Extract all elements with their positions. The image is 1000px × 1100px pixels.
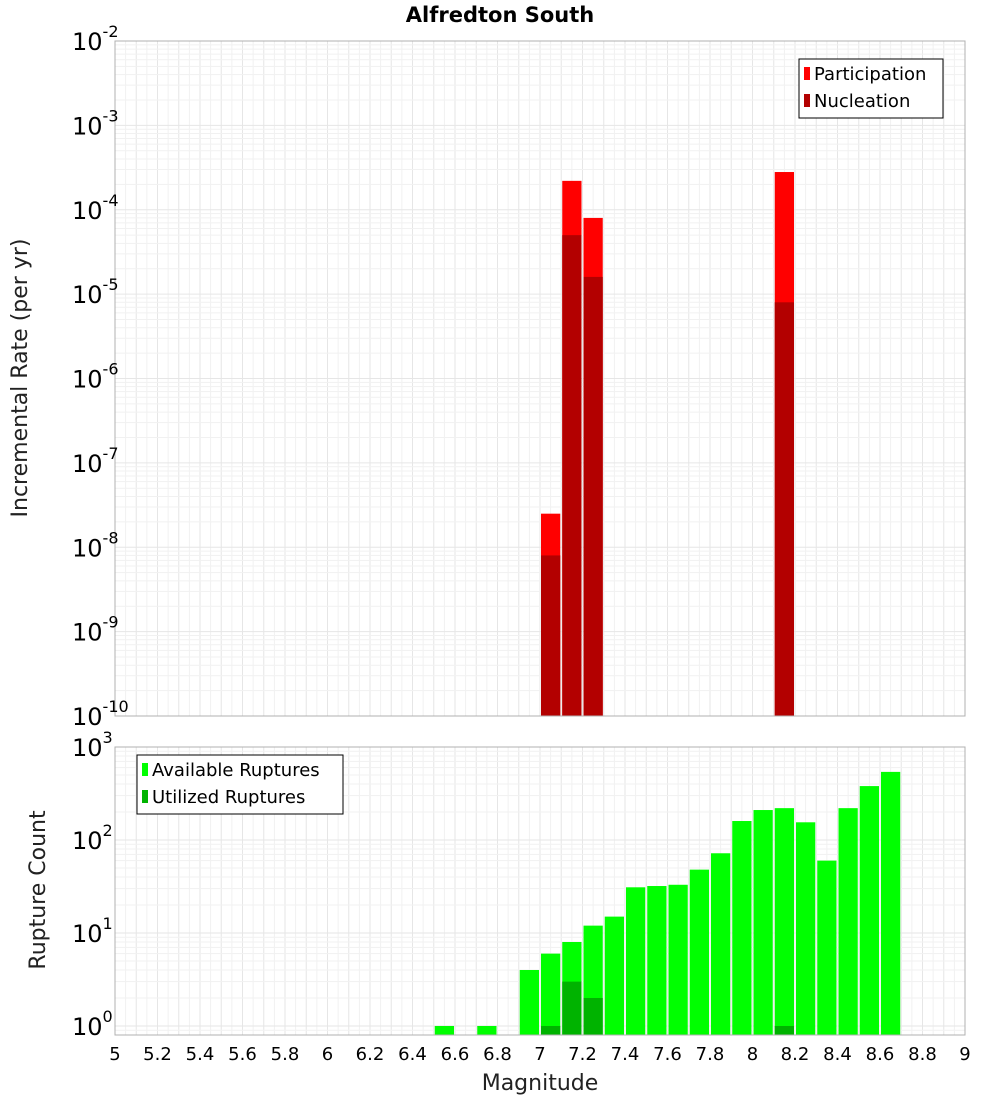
x-tick-label: 6.2 (356, 1044, 385, 1065)
y-tick-label: 10-9 (72, 613, 119, 647)
legend-label: Participation (814, 64, 926, 85)
bar-available-ruptures (838, 808, 858, 1035)
x-tick-label: 7 (534, 1044, 545, 1065)
bar-utilized-ruptures (541, 1025, 561, 1035)
x-tick-label: 7.6 (653, 1044, 682, 1065)
x-tick-label: 7.4 (611, 1044, 640, 1065)
y-tick-label: 10-5 (72, 275, 119, 309)
bar-available-ruptures (732, 821, 752, 1035)
x-tick-label: 5.8 (271, 1044, 300, 1065)
legend-box (136, 754, 344, 815)
bar-available-ruptures (541, 953, 561, 1035)
bar-available-ruptures (519, 969, 539, 1035)
y-tick-label: 103 (72, 728, 113, 762)
bar-nucleation (541, 555, 561, 716)
x-tick-label: 5.2 (143, 1044, 172, 1065)
y-axis-label-rate: Incremental Rate (per yr) (8, 239, 33, 518)
bar-available-ruptures (711, 853, 731, 1035)
bar-available-ruptures (774, 808, 794, 1035)
bar-available-ruptures (859, 786, 879, 1035)
x-tick-label: 5 (109, 1044, 120, 1065)
x-tick-label: 6.6 (441, 1044, 470, 1065)
bar-available-ruptures (477, 1025, 497, 1035)
y-tick-label: 102 (72, 821, 113, 855)
x-tick-label: 7.8 (696, 1044, 725, 1065)
bar-utilized-ruptures (562, 981, 582, 1035)
legend-swatch (804, 67, 810, 80)
bar-available-ruptures (817, 860, 837, 1035)
y-tick-label: 10-2 (72, 22, 119, 56)
bar-nucleation (562, 235, 582, 716)
y-tick-label: 10-10 (72, 697, 129, 731)
x-tick-label: 8.4 (823, 1044, 852, 1065)
y-axis-label-count: Rupture Count (26, 810, 51, 970)
x-tick-label: 5.4 (186, 1044, 215, 1065)
legend-swatch (142, 763, 148, 776)
x-tick-label: 6 (322, 1044, 333, 1065)
rate-panel: 10-2 10-3 10-4 10-5 10-6 10-7 10-8 10-9 10-10 Par… (72, 22, 966, 731)
x-tick-label: 5.6 (228, 1044, 257, 1065)
bar-available-ruptures (753, 810, 773, 1035)
legend-box (798, 58, 944, 119)
x-tick-label: 9 (959, 1044, 970, 1065)
x-tick-label: 8 (747, 1044, 758, 1065)
x-tick-label: 8.6 (866, 1044, 895, 1065)
x-tick-label: 7.2 (568, 1044, 597, 1065)
bar-available-ruptures (689, 869, 709, 1035)
legend-label: Utilized Ruptures (152, 787, 305, 808)
bar-available-ruptures (796, 822, 816, 1035)
x-tick-label: 6.4 (398, 1044, 427, 1065)
x-axis-ticks: 5 5.2 5.4 5.6 5.8 6 6.2 6.4 6.6 6.8 7 7.2 7.4 7.6 7.8 8… (109, 1044, 970, 1065)
bar-available-ruptures (626, 887, 646, 1035)
legend-swatch (804, 94, 810, 107)
x-axis-label: Magnitude (482, 1071, 599, 1096)
x-tick-label: 6.8 (483, 1044, 512, 1065)
bar-utilized-ruptures (583, 997, 603, 1035)
legend-swatch (142, 790, 148, 803)
count-panel: 103 102 101 100 Available Ruptures Utilized R… (72, 728, 966, 1041)
bar-available-ruptures (647, 886, 667, 1035)
y-tick-label: 10-7 (72, 444, 119, 478)
bar-nucleation (774, 302, 794, 716)
bar-available-ruptures (881, 771, 901, 1035)
chart-title: Alfredton South (406, 3, 594, 27)
y-tick-label: 10-3 (72, 106, 119, 140)
bar-nucleation (583, 276, 603, 716)
plot-frame (114, 746, 966, 1036)
bar-available-ruptures (668, 884, 688, 1035)
bar-utilized-ruptures (774, 1025, 794, 1035)
y-tick-label: 10-4 (72, 191, 119, 225)
y-tick-label: 100 (72, 1007, 113, 1041)
bar-available-ruptures (604, 916, 624, 1035)
legend-label: Available Ruptures (152, 760, 320, 781)
plot-frame (114, 40, 966, 717)
bar-available-ruptures (434, 1025, 454, 1035)
x-tick-label: 8.8 (908, 1044, 937, 1065)
legend-label: Nucleation (814, 91, 910, 112)
x-tick-label: 8.2 (781, 1044, 810, 1065)
y-tick-label: 10-8 (72, 528, 119, 562)
y-tick-label: 101 (72, 914, 113, 948)
y-tick-label: 10-6 (72, 360, 119, 394)
